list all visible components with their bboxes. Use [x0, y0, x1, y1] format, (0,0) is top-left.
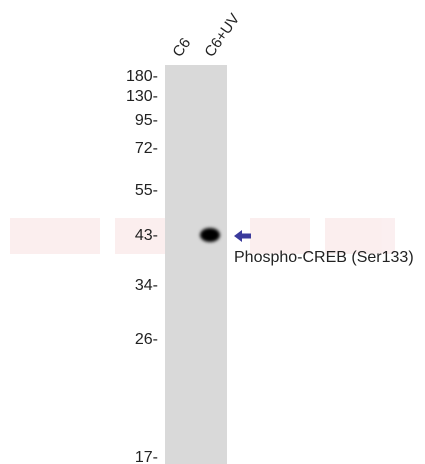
marker-label: 95-	[135, 112, 158, 129]
marker-label: 55-	[135, 182, 158, 199]
blot-figure: Phospho-CREB (Ser133) 180- 130- 95- 72- 55- 4…	[0, 0, 425, 464]
band-label: Phospho-CREB (Ser133)	[234, 249, 414, 266]
marker-label: 180-	[126, 68, 158, 85]
marker-label: 34-	[135, 277, 158, 294]
marker-label: 26-	[135, 331, 158, 348]
lane-label: C6	[169, 35, 194, 60]
marker-label: 43-	[135, 227, 158, 244]
marker-label: 72-	[135, 140, 158, 157]
band-arrow	[234, 230, 251, 242]
band	[200, 228, 220, 242]
gel-lane	[165, 65, 227, 464]
marker-label: 130-	[126, 88, 158, 105]
lane-label: C6+UV	[201, 11, 243, 61]
marker-label: 17-	[135, 449, 158, 464]
